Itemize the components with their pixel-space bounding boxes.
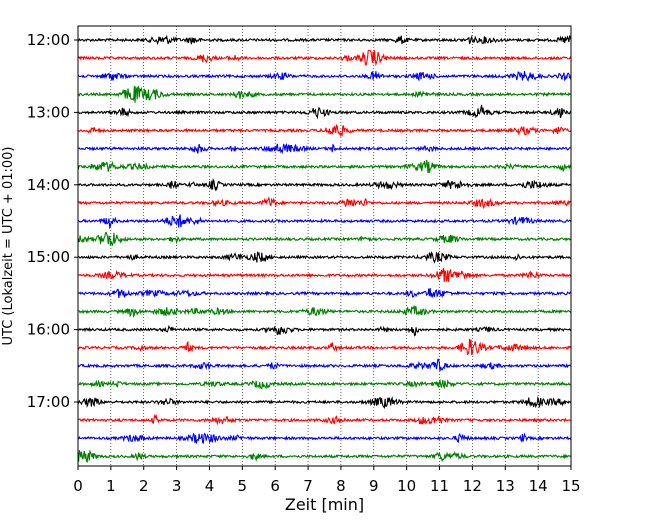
trace-1715: [78, 413, 572, 426]
trace-1445: [77, 231, 572, 247]
y-tick-label: 17:00: [27, 393, 70, 411]
x-tick-label: 1: [106, 477, 116, 495]
trace-1515: [77, 268, 572, 282]
grid-lines: [110, 26, 539, 466]
y-tick-label: 15:00: [27, 248, 70, 266]
y-axis-ticks: 12:00 13:00 14:00 15:00 16:00 17:00: [27, 31, 78, 411]
y-tick-label: 13:00: [27, 103, 70, 121]
trace-1745: [77, 449, 572, 464]
x-tick-label: 15: [561, 477, 580, 495]
trace-1700: [77, 395, 572, 409]
x-tick-label: 7: [303, 477, 313, 495]
x-tick-label: 14: [529, 477, 548, 495]
x-tick-label: 10: [397, 477, 416, 495]
x-tick-label: 8: [336, 477, 346, 495]
trace-1615: [77, 338, 572, 356]
trace-1300: [77, 104, 572, 120]
x-tick-label: 9: [369, 477, 379, 495]
trace-1230: [77, 70, 572, 82]
trace-1200: [77, 34, 572, 46]
x-tick-label: 11: [430, 477, 449, 495]
trace-1315: [77, 124, 572, 138]
trace-1545: [77, 304, 572, 318]
seismogram-traces: [77, 34, 572, 464]
x-tick-label: 3: [172, 477, 182, 495]
trace-1400: [77, 177, 572, 192]
y-axis-label: UTC (Lokalzeit = UTC + 01:00): [1, 147, 16, 346]
x-tick-label: 4: [205, 477, 215, 495]
trace-1730: [77, 432, 572, 444]
trace-1645: [77, 378, 572, 390]
trace-1530: [77, 287, 572, 299]
x-tick-label: 13: [496, 477, 515, 495]
x-tick-label: 2: [139, 477, 149, 495]
x-tick-label: 0: [73, 477, 83, 495]
trace-1345: [77, 159, 572, 174]
x-tick-label: 12: [463, 477, 482, 495]
trace-1600: [77, 325, 572, 337]
trace-1415: [77, 196, 572, 210]
x-tick-label: 5: [238, 477, 248, 495]
trace-1630: [77, 358, 572, 372]
x-tick-label: 6: [270, 477, 280, 495]
x-axis-label: Zeit [min]: [285, 495, 364, 514]
y-tick-label: 14:00: [27, 176, 70, 194]
trace-1430: [77, 214, 572, 230]
trace-1245: [77, 85, 572, 103]
trace-1330: [77, 143, 572, 155]
trace-1500: [77, 251, 572, 264]
plot-frame: [77, 25, 572, 467]
y-tick-label: 12:00: [27, 31, 70, 49]
x-axis-ticks: 0 1 2 3 4 5 6 7 8 9 10 11 12 13 14 15: [73, 466, 581, 495]
trace-1215: [77, 49, 572, 67]
y-tick-label: 16:00: [27, 321, 70, 339]
